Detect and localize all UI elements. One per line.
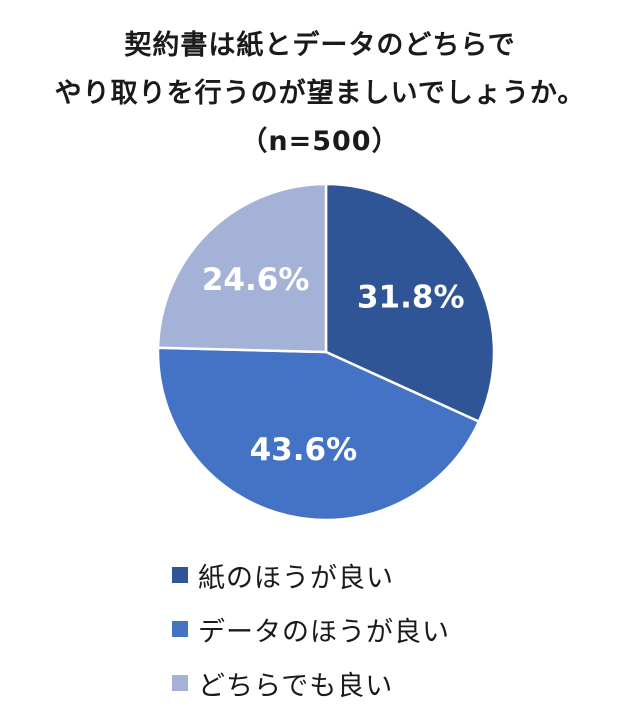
legend-item-paper: 紙のほうが良い <box>172 548 450 602</box>
pie-slice-paper <box>324 182 496 423</box>
pie-slice-data <box>156 346 481 522</box>
chart-title-line-3: （n=500） <box>240 126 400 157</box>
slice-label-either: 24.6% <box>202 262 310 298</box>
legend-swatch-data <box>172 621 188 637</box>
legend-item-data: データのほうが良い <box>172 602 450 656</box>
slice-label-data: 43.6% <box>250 432 358 468</box>
pie-labels: 31.8% 43.6% 24.6% <box>202 262 465 468</box>
chart-title: 契約書は紙とデータのどちらで やり取りを行うのが望ましいでしょうか。 （n=50… <box>0 22 640 166</box>
pie-slices <box>156 182 496 522</box>
legend-label-data: データのほうが良い <box>198 616 450 648</box>
legend-label-paper: 紙のほうが良い <box>198 562 394 594</box>
legend-label-either: どちらでも良い <box>198 670 394 702</box>
pie-chart: 31.8% 43.6% 24.6% <box>156 182 496 522</box>
legend: 紙のほうが良い データのほうが良い どちらでも良い <box>172 548 450 710</box>
legend-item-either: どちらでも良い <box>172 656 450 710</box>
legend-swatch-paper <box>172 567 188 583</box>
chart-title-line-2: やり取りを行うのが望ましいでしょうか。 <box>54 78 586 109</box>
pie-slice-either <box>156 182 328 354</box>
chart-title-line-1: 契約書は紙とデータのどちらで <box>124 30 516 61</box>
slice-label-paper: 31.8% <box>357 279 465 315</box>
legend-swatch-either <box>172 675 188 691</box>
